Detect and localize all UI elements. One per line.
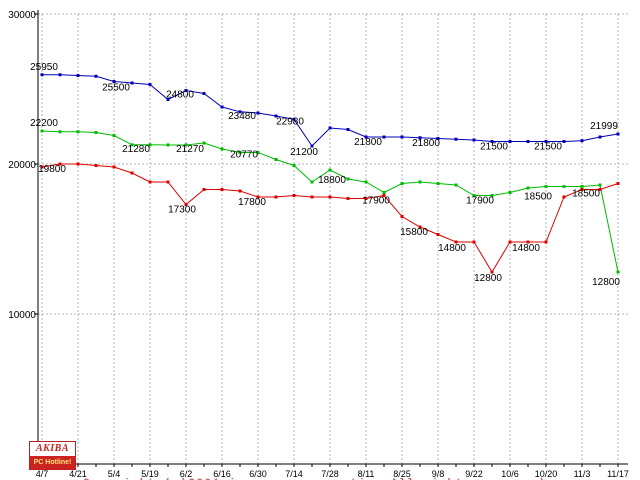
svg-text:21500: 21500	[480, 142, 508, 153]
svg-text:6/2: 6/2	[180, 469, 193, 479]
red-line	[40, 162, 620, 274]
svg-text:12800: 12800	[592, 277, 620, 288]
svg-text:7/14: 7/14	[285, 469, 303, 479]
svg-text:25500: 25500	[102, 83, 130, 94]
svg-text:17900: 17900	[362, 196, 390, 207]
svg-text:21270: 21270	[176, 144, 204, 155]
blue-line	[40, 73, 620, 148]
svg-text:30000: 30000	[8, 10, 36, 21]
svg-text:21500: 21500	[534, 142, 562, 153]
svg-text:17900: 17900	[466, 196, 494, 207]
svg-text:6/30: 6/30	[249, 469, 267, 479]
svg-text:6/16: 6/16	[213, 469, 231, 479]
x-axis-labels: 4/7 4/21 5/4 5/19 6/2 6/16 6/30 7/14 7/28 8/11 8/2…	[36, 469, 629, 479]
svg-text:21280: 21280	[122, 144, 150, 155]
svg-text:21200: 21200	[290, 147, 318, 158]
svg-text:10/6: 10/6	[501, 469, 519, 479]
svg-text:7/28: 7/28	[321, 469, 339, 479]
y-axis-labels: 10000 20000 30000	[8, 10, 36, 321]
svg-text:9/22: 9/22	[465, 469, 483, 479]
akiba-logo: AKIBA PC Hotline!	[29, 441, 76, 470]
svg-text:10/20: 10/20	[535, 469, 558, 479]
svg-text:10000: 10000	[8, 310, 36, 321]
svg-text:14800: 14800	[512, 243, 540, 254]
svg-text:9/8: 9/8	[432, 469, 445, 479]
svg-text:11/17: 11/17	[607, 469, 629, 479]
svg-text:21999: 21999	[590, 121, 618, 132]
svg-text:8/11: 8/11	[358, 469, 375, 479]
svg-text:8/25: 8/25	[393, 469, 411, 479]
svg-text:18500: 18500	[572, 189, 600, 200]
svg-text:4/21: 4/21	[69, 469, 87, 479]
svg-text:12800: 12800	[474, 273, 502, 284]
svg-text:17300: 17300	[168, 205, 196, 216]
svg-text:5/4: 5/4	[108, 469, 121, 479]
value-labels: 25950 25500 24800 23480 22980 21200 21800 21800…	[30, 62, 620, 288]
svg-text:24800: 24800	[166, 90, 194, 101]
svg-text:4/7: 4/7	[36, 469, 49, 479]
svg-text:14800: 14800	[438, 243, 466, 254]
axes	[34, 10, 628, 467]
svg-text:22980: 22980	[276, 116, 304, 127]
svg-text:21800: 21800	[412, 138, 440, 149]
akiba-logo-text: AKIBA	[35, 443, 70, 454]
svg-text:15800: 15800	[400, 227, 428, 238]
footer-text: Copyright (c)2001 impress corporation Al…	[83, 441, 553, 480]
svg-text:20000: 20000	[8, 160, 36, 171]
svg-text:18800: 18800	[318, 175, 346, 186]
copyright-text: Copyright (c)2001 impress corporation Al…	[83, 477, 553, 480]
svg-text:17800: 17800	[238, 197, 266, 208]
svg-text:23480: 23480	[228, 111, 256, 122]
svg-text:19800: 19800	[38, 164, 66, 175]
svg-text:21800: 21800	[354, 137, 382, 148]
gridlines	[38, 13, 628, 464]
svg-text:25950: 25950	[30, 62, 58, 73]
svg-text:20770: 20770	[230, 149, 258, 160]
green-line	[40, 129, 620, 274]
footer: AKIBA PC Hotline! Copyright (c)2001 impr…	[29, 441, 553, 480]
svg-text:18500: 18500	[524, 192, 552, 203]
svg-text:11/3: 11/3	[574, 469, 591, 479]
svg-text:22200: 22200	[30, 118, 58, 129]
svg-text:5/19: 5/19	[141, 469, 159, 479]
pc-hotline-logo-text: PC Hotline!	[30, 456, 75, 469]
